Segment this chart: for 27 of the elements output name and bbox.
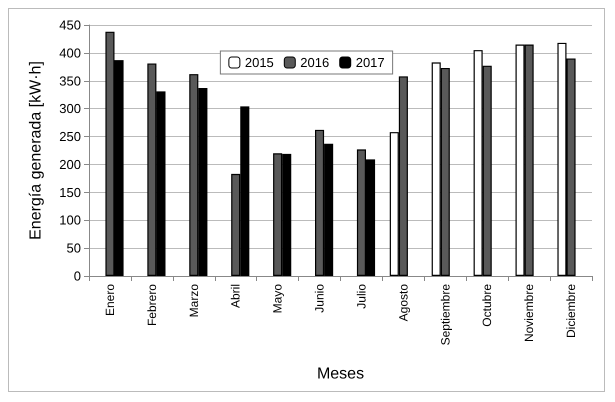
legend-label: 2017 (356, 55, 385, 70)
legend-label: 2016 (300, 55, 330, 70)
x-tick-label: Marzo (186, 284, 201, 318)
x-tick-label: Noviembre (522, 284, 536, 342)
x-tick-label: Abril (228, 284, 243, 308)
y-axis-title: Energía generada [kW·h] (28, 61, 44, 240)
y-tick-label: 50 (66, 240, 81, 256)
y-tick-label: 250 (59, 129, 81, 144)
x-tick-label: Diciembre (564, 284, 578, 338)
x-tick-label: Julio (354, 284, 368, 309)
y-tick-label: 300 (59, 101, 81, 116)
y-tick-label: 350 (59, 73, 81, 88)
y-tick-label: 450 (59, 18, 81, 32)
y-tick-label: 0 (74, 268, 81, 284)
x-tick-label: Septiembre (438, 284, 452, 346)
x-tick-label: Octubre (480, 284, 494, 327)
y-tick-label: 150 (59, 184, 81, 200)
x-tick-label: Junio (312, 284, 327, 313)
x-tick-label: Enero (102, 284, 117, 316)
y-tick-label: 200 (59, 156, 81, 172)
x-tick-label: Agosto (396, 284, 410, 322)
x-tick-label: Mayo (270, 284, 285, 314)
x-tick-label: Febrero (144, 284, 159, 326)
legend-label: 2015 (244, 55, 274, 70)
y-tick-label: 400 (59, 45, 81, 60)
x-axis-title: Meses (316, 366, 364, 382)
y-tick-label: 100 (59, 212, 81, 228)
